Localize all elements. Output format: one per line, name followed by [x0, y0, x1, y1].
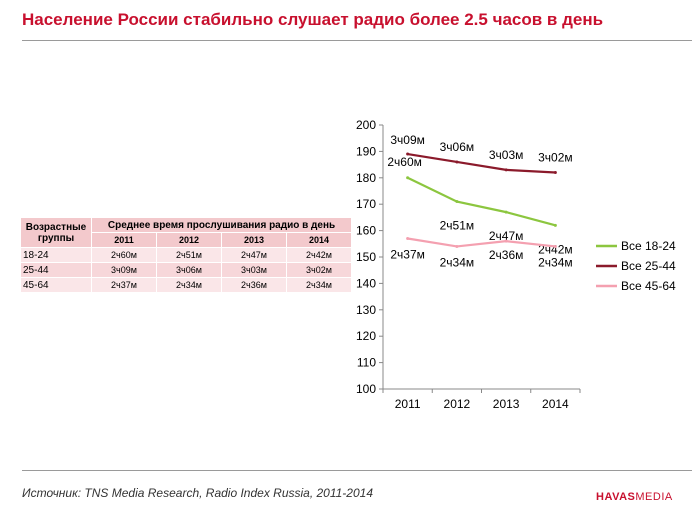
y-tick-label: 150	[356, 250, 376, 264]
y-tick-label: 180	[356, 171, 376, 185]
data-point	[455, 244, 459, 248]
value-cell: 2ч36м	[221, 277, 287, 293]
listening-time-table: Возрастные группы Среднее время прослуши…	[20, 217, 352, 293]
title-divider	[22, 40, 692, 41]
data-label: 2ч47м	[489, 229, 524, 243]
x-tick-label: 2013	[493, 397, 520, 411]
y-tick-label: 120	[356, 329, 376, 343]
value-cell: 3ч03м	[221, 262, 287, 278]
data-label: 2ч37м	[390, 248, 425, 262]
data-point	[406, 152, 410, 156]
value-cell: 3ч09м	[91, 262, 157, 278]
age-group-header: Возрастные группы	[20, 217, 92, 248]
age-cell: 45-64	[20, 277, 92, 293]
y-tick-label: 200	[356, 118, 376, 132]
year-header: 2013	[221, 232, 287, 248]
data-label: 2ч51м	[440, 219, 475, 233]
value-cell: 3ч06м	[156, 262, 222, 278]
age-cell: 18-24	[20, 247, 92, 263]
data-point	[455, 160, 459, 164]
legend-label: Все 18-24	[621, 239, 676, 253]
table-row: 45-64 2ч37м 2ч34м 2ч36м 2ч34м	[20, 277, 352, 293]
table-row: 25-44 3ч09м 3ч06м 3ч03м 3ч02м	[20, 262, 352, 278]
y-tick-label: 140	[356, 276, 376, 290]
data-point	[504, 210, 508, 214]
data-point	[406, 237, 410, 241]
havas-media-logo: HAVASMEDIA	[596, 491, 673, 503]
series-line	[407, 152, 556, 174]
data-label: 3ч03м	[489, 148, 524, 162]
x-tick-label: 2011	[395, 397, 421, 411]
y-tick-label: 110	[357, 356, 376, 370]
data-point	[406, 176, 410, 180]
y-tick-label: 160	[356, 224, 376, 238]
data-label: 3ч06м	[440, 140, 475, 154]
data-point	[553, 171, 557, 175]
data-label: 3ч02м	[538, 151, 573, 165]
age-cell: 25-44	[20, 262, 92, 278]
avg-time-header: Среднее время прослушивания радио в день	[91, 217, 352, 233]
year-header: 2012	[156, 232, 222, 248]
data-point	[504, 239, 508, 243]
radio-listening-line-chart: 100 110 120 130 140 150 160 170 180 190 200 2011 201…	[356, 118, 676, 411]
value-cell: 2ч34м	[156, 277, 222, 293]
x-tick-label: 2012	[444, 397, 471, 411]
value-cell: 2ч47м	[221, 247, 287, 263]
y-tick-label: 170	[356, 197, 376, 211]
table-row: 18-24 2ч60м 2ч51м 2ч47м 2ч42м	[20, 247, 352, 263]
x-tick-label: 2014	[542, 397, 569, 411]
data-point	[504, 168, 508, 172]
data-label: 2ч60м	[387, 155, 422, 169]
legend-label: Все 45-64	[621, 279, 676, 293]
source-note: Источник: TNS Media Research, Radio Inde…	[22, 486, 373, 500]
year-header: 2011	[91, 232, 157, 248]
y-tick-label: 130	[356, 303, 376, 317]
value-cell: 2ч60м	[91, 247, 157, 263]
data-point	[553, 223, 557, 227]
value-cell: 2ч51м	[156, 247, 222, 263]
data-label: 2ч36м	[489, 248, 524, 262]
y-tick-label: 190	[356, 144, 376, 158]
data-label: 3ч09м	[390, 133, 425, 147]
year-header: 2014	[286, 232, 352, 248]
footer-divider	[22, 470, 692, 471]
series-line	[407, 176, 556, 227]
y-tick-label: 100	[356, 382, 376, 396]
value-cell: 2ч34м	[286, 277, 352, 293]
legend-label: Все 25-44	[621, 259, 676, 273]
data-label: 2ч34м	[538, 255, 573, 269]
value-cell: 2ч42м	[286, 247, 352, 263]
data-point	[455, 200, 459, 204]
page-title: Население России стабильно слушает радио…	[22, 10, 604, 29]
series-line	[407, 237, 556, 248]
value-cell: 2ч37м	[91, 277, 157, 293]
data-point	[553, 244, 557, 248]
data-label: 2ч34м	[440, 255, 475, 269]
